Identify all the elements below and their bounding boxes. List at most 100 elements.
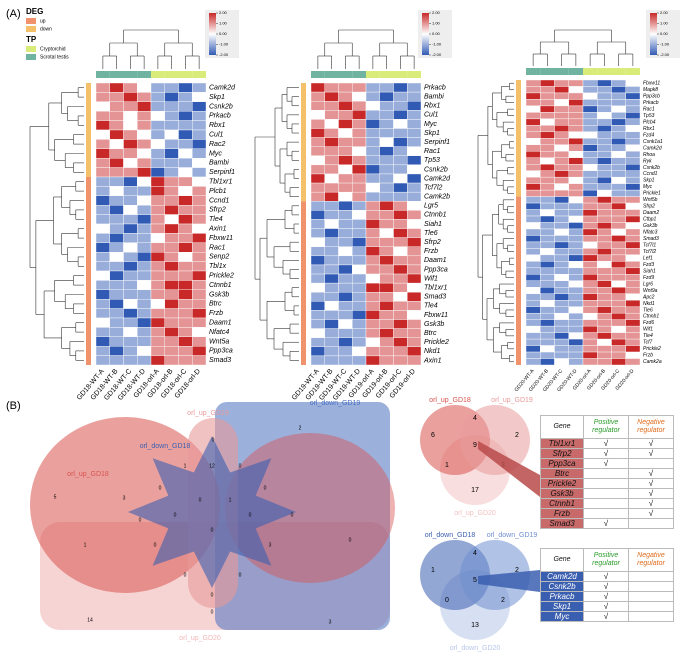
heatmap-cell (150, 110, 165, 121)
heatmap-cell (178, 242, 193, 253)
heatmap-cell (568, 105, 584, 113)
heatmap-cell (123, 270, 138, 281)
heatmap-cell (365, 264, 380, 275)
heatmap-cell (164, 261, 179, 272)
venn-count: 0 (239, 572, 242, 578)
heatmap-cell (137, 148, 152, 159)
heatmap-cell (540, 170, 555, 178)
heatmap-cell (379, 255, 394, 266)
heatmap-cell (310, 164, 325, 175)
check-cell (628, 458, 674, 469)
heatmap-cell (338, 164, 353, 175)
heatmap-cell (95, 346, 110, 356)
row-label: Tbl1xr1 (424, 285, 447, 292)
heatmap-cell (554, 202, 569, 210)
column-annotation (338, 71, 353, 78)
regulator-table: Gene Positive regulator Negative regulator… (540, 415, 674, 529)
heatmap-cell (150, 139, 165, 149)
heatmap-cell (554, 274, 569, 281)
heatmap-cell (137, 336, 152, 347)
heatmap-cell (338, 173, 353, 184)
row-label: Skp1 (643, 178, 655, 184)
heatmap-cell (150, 233, 165, 243)
heatmap-cell (95, 233, 110, 243)
table-header: Positive regulator (583, 415, 629, 439)
heatmap-cell (324, 164, 339, 175)
heatmap-cell (611, 183, 626, 191)
heatmap-cell (324, 173, 339, 184)
heatmap-cell (393, 128, 408, 138)
heatmap-cell (540, 280, 555, 288)
venn-count: 0 (211, 609, 214, 615)
heatmap-cell (407, 328, 422, 338)
heatmap-cell (625, 202, 641, 210)
heatmap-cell (137, 101, 152, 112)
gene-cell: Ctnnb1 (540, 498, 584, 509)
color-tick-label: 0.00 (432, 31, 441, 36)
heatmap-cell (164, 139, 179, 149)
heatmap-cell (568, 274, 584, 281)
gene-cell: Csnk2b (540, 581, 584, 592)
heatmap-cell (192, 82, 207, 93)
color-tick-label: 0.00 (660, 31, 669, 36)
heatmap-cell (554, 306, 569, 314)
heatmap-cell (109, 270, 124, 281)
heatmap-cell (611, 196, 626, 204)
heatmap-cell (568, 293, 584, 301)
check-cell: √ (628, 448, 674, 459)
row-label: Tle6 (424, 230, 438, 237)
row-label: Nfatc4 (209, 329, 229, 336)
heatmap-cell (525, 248, 541, 256)
check-cell (628, 601, 674, 612)
heatmap-cell (352, 210, 367, 220)
heatmap-cell (540, 254, 555, 262)
heatmap-cell (95, 214, 110, 225)
heatmap-cell (597, 144, 612, 152)
heatmap-cell (365, 310, 380, 320)
heatmap-cell (525, 332, 541, 340)
heatmap-cell (597, 196, 612, 204)
heatmap-cell (625, 267, 641, 275)
heatmap-cell (554, 79, 569, 87)
heatmap-cell (540, 112, 555, 120)
heatmap-cell (338, 282, 353, 293)
heatmap-cell (178, 139, 193, 149)
heatmap-cell (625, 144, 641, 152)
heatmap-cell (554, 358, 569, 366)
heatmap-cell (393, 173, 408, 184)
heatmap-cell (597, 222, 612, 230)
column-annotation (178, 71, 193, 78)
heatmap-cell (123, 148, 138, 159)
heatmap-cell (525, 202, 541, 210)
heatmap-cell (352, 246, 367, 257)
venn-count: 14 (87, 617, 93, 623)
heatmap-cell (582, 131, 598, 139)
heatmap-cell (310, 210, 325, 220)
heatmap-cell (310, 301, 325, 311)
heatmap-cell (164, 92, 179, 103)
heatmap-cell (352, 310, 367, 320)
heatmap-cell (192, 186, 207, 196)
heatmap-cell (540, 176, 555, 184)
row-label: Serpinf1 (424, 139, 450, 146)
heatmap-cell (554, 345, 569, 353)
heatmap-cell (568, 125, 584, 133)
heatmap-cell (338, 191, 353, 202)
heatmap-cell (554, 105, 569, 113)
heatmap-cell (554, 164, 569, 171)
row-label: Sfrp2 (209, 207, 226, 214)
heatmap-cell (109, 289, 124, 300)
heatmap-cell (310, 264, 325, 275)
heatmap-cell (164, 110, 179, 121)
heatmap-cell (393, 264, 408, 275)
heatmap-cell (338, 264, 353, 275)
heatmap-cell (310, 355, 325, 366)
heatmap-cell (540, 228, 555, 236)
heatmap-cell (338, 319, 353, 329)
heatmap-cell (95, 195, 110, 206)
heatmap-cell (582, 99, 598, 107)
heatmap-cell (525, 228, 541, 236)
heatmap-cell (554, 280, 569, 288)
heatmap-cell (109, 336, 124, 347)
venn-count: 0 (159, 485, 162, 491)
